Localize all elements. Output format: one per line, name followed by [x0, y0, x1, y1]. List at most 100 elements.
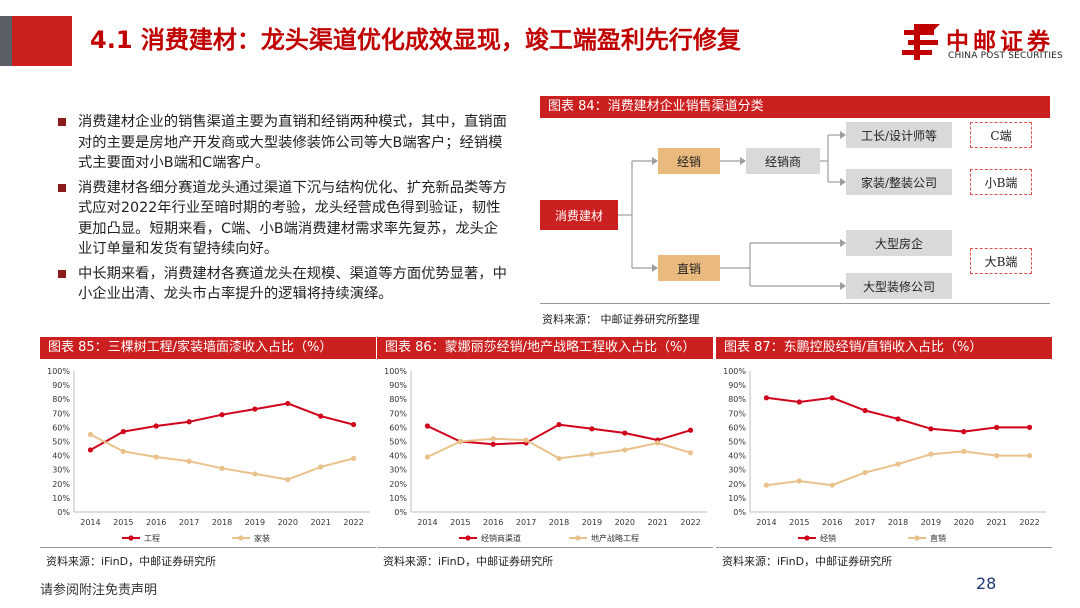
chart-panel-fig85: 图表 85：三棵树工程/家装墙面漆收入占比（%） 0% 10% 20% 30% 40% 5… — [40, 337, 376, 575]
channel-diagram: 消费建材 经销 直销 经销商 工长/设计师等 家装/整装公司 大型房企 大型装修… — [540, 120, 1050, 300]
chart-title: 图表 85：三棵树工程/家装墙面漆收入占比（%） — [40, 337, 376, 359]
series-point — [763, 482, 770, 488]
page-number: 28 — [976, 574, 997, 593]
y-tick-label: 0% — [394, 508, 407, 517]
series-line-1 — [426, 437, 691, 460]
series-point — [490, 441, 496, 447]
legend-swatch-point — [914, 535, 920, 541]
bullet-text: 中长期来看，消费建材各赛道龙头在规模、渠道等方面优势显著，中小企业出清、龙头市占… — [78, 265, 507, 303]
legend-entry: 直销 — [908, 533, 946, 543]
x-tick-label: 2020 — [954, 518, 974, 527]
y-tick-label: 100% — [384, 367, 407, 376]
legend-label: 经销 — [820, 533, 836, 543]
x-tick-label: 2016 — [483, 518, 503, 527]
y-tick-label: 80% — [389, 395, 407, 404]
y-tick-label: 50% — [52, 438, 70, 447]
y-tick-label: 70% — [728, 409, 746, 418]
bullet-text: 消费建材各细分赛道龙头通过渠道下沉与结构优化、扩充新品类等方式应对2022年行业… — [78, 179, 507, 258]
y-tick-label: 40% — [728, 452, 746, 461]
y-tick-label: 30% — [728, 466, 746, 475]
x-tick-label: 2016 — [822, 518, 842, 527]
series-point — [186, 458, 192, 464]
legend-swatch-point — [575, 535, 581, 541]
series-point — [252, 471, 258, 477]
y-tick-label: 10% — [728, 494, 746, 503]
y-tick-label: 80% — [728, 395, 746, 404]
y-tick-label: 70% — [389, 409, 407, 418]
x-tick-label: 2016 — [146, 518, 166, 527]
x-tick-label: 2018 — [888, 518, 908, 527]
series-point — [687, 450, 694, 456]
x-tick-label: 2021 — [986, 518, 1006, 527]
series-point — [219, 465, 225, 471]
bullet-list: 消费建材企业的销售渠道主要为直销和经销两种模式，其中，直销面对的主要是房地产开发… — [58, 112, 508, 309]
chart-panel-fig87: 图表 87：东鹏控股经销/直销收入占比（%） 0% 10% 20% 30% 40% 50%… — [716, 337, 1052, 575]
chart-panel-fig86: 图表 86：蒙娜丽莎经销/地产战略工程收入占比（%） 0% 10% 20% 30% 40… — [377, 337, 713, 575]
x-tick-label: 2022 — [1019, 518, 1039, 527]
logo-text-en: CHINA POST SECURITIES — [948, 51, 1063, 61]
series-point — [994, 453, 1000, 459]
x-tick-label: 2018 — [212, 518, 232, 527]
y-tick-label: 0% — [733, 508, 746, 517]
x-tick-label: 2015 — [450, 518, 470, 527]
node-foreman-designer: 工长/设计师等 — [846, 122, 952, 148]
legend-label: 地产战略工程 — [591, 533, 639, 543]
series-point — [424, 423, 431, 429]
bullet-marker-icon — [58, 183, 66, 192]
y-tick-label: 20% — [728, 480, 746, 489]
y-tick-label: 60% — [389, 423, 407, 432]
disclaimer-note: 请参阅附注免责声明 — [40, 583, 158, 598]
series-point — [796, 478, 802, 484]
series-point — [961, 448, 967, 454]
series-point — [829, 395, 835, 401]
line-chart-svg: 0% 10% 20% 30% 40% 50% 60% 70% 80% 90% 100% 2014 201… — [384, 367, 707, 543]
series-point — [318, 413, 324, 419]
x-tick-label: 2022 — [680, 518, 700, 527]
tag-small-b-end: 小B端 — [970, 169, 1032, 195]
legend-entry: 工程 — [122, 534, 160, 543]
series-line-0 — [89, 402, 354, 451]
chart-source: 资料来源：iFinD，中邮证券研究所 — [383, 555, 554, 568]
x-tick-label: 2018 — [549, 518, 569, 527]
y-tick-label: 40% — [52, 452, 70, 461]
y-tick-label: 30% — [389, 466, 407, 475]
china-post-emblem-icon — [902, 24, 940, 60]
series-point — [556, 455, 562, 462]
tag-c-end: C端 — [970, 122, 1032, 148]
series-point — [350, 455, 357, 462]
series-point — [424, 454, 431, 460]
legend-swatch-point — [465, 535, 471, 541]
series-point — [490, 436, 496, 442]
fig84-divider — [540, 303, 1050, 304]
x-tick-label: 2017 — [855, 518, 875, 527]
y-tick-label: 20% — [52, 480, 70, 489]
bullet-marker-icon — [58, 269, 66, 278]
chart-divider — [377, 547, 713, 548]
legend-label: 经销商渠道 — [481, 533, 521, 543]
y-tick-label: 20% — [389, 480, 407, 489]
y-tick-label: 90% — [389, 381, 407, 390]
series-point — [285, 400, 291, 407]
bullet-text: 消费建材企业的销售渠道主要为直销和经销两种模式，其中，直销面对的主要是房地产开发… — [78, 114, 507, 171]
series-point — [895, 416, 901, 422]
chart-source: 资料来源：iFinD，中邮证券研究所 — [46, 555, 217, 568]
series-point — [556, 421, 562, 428]
legend-swatch-point — [128, 535, 134, 541]
chart-source: 资料来源：iFinD，中邮证券研究所 — [722, 555, 893, 568]
y-tick-label: 50% — [728, 438, 746, 447]
china-post-logo: 中邮证券 CHINA POST SECURITIES — [900, 22, 1070, 66]
series-point — [796, 399, 802, 405]
y-tick-label: 60% — [728, 423, 746, 432]
series-point — [1026, 453, 1033, 459]
line-chart-svg: 0% 10% 20% 30% 40% 50% 60% 70% 80% 90% 100% 2014 201… — [723, 367, 1046, 543]
series-point — [862, 469, 868, 476]
y-tick-label: 100% — [47, 367, 70, 376]
bullet-item: 消费建材企业的销售渠道主要为直销和经销两种模式，其中，直销面对的主要是房地产开发… — [58, 112, 508, 174]
y-tick-label: 50% — [389, 438, 407, 447]
node-large-decoration-company: 大型装修公司 — [846, 273, 952, 299]
y-tick-label: 10% — [389, 494, 407, 503]
y-tick-label: 90% — [52, 381, 70, 390]
chart-divider — [716, 547, 1052, 548]
series-line-0 — [766, 396, 1030, 433]
series-point — [961, 429, 967, 435]
